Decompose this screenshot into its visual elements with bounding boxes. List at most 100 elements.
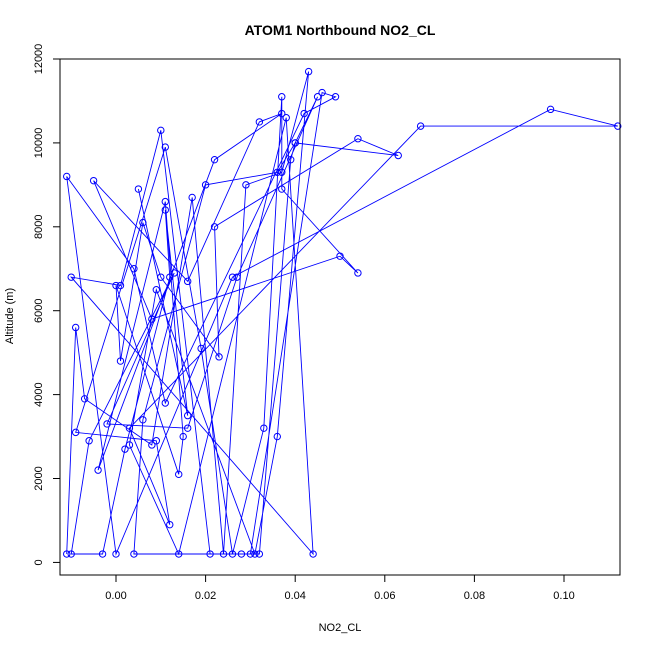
chart-title: ATOM1 Northbound NO2_CL [245,22,436,38]
data-point [121,445,129,453]
data-point [546,105,555,114]
data-point [273,168,281,176]
data-point [63,550,71,558]
data-point [67,273,75,281]
data-point [116,357,125,365]
data-point [152,286,161,294]
data-point [278,168,286,176]
data-point [134,185,143,193]
data-point [89,176,98,185]
data-point [71,428,80,437]
data-point [237,550,246,558]
data-point [161,197,169,206]
x-axis: 0.00 0.02 0.04 0.06 0.08 0.10 [105,574,575,602]
data-point [166,273,174,281]
data-point [85,437,93,445]
x-tick-label: 0.06 [374,590,395,602]
data-point [206,550,214,558]
y-tick-label: 8000 [33,215,45,239]
data-point [179,432,187,441]
data-point [125,441,134,449]
data-point [313,93,322,101]
data-point [197,344,205,353]
data-point [103,420,111,428]
data-point [157,273,165,281]
data-point [112,550,120,558]
data-point [139,416,147,424]
data-point [67,550,75,558]
data-point [130,550,138,558]
data-point [331,93,340,101]
y-tick-label: 0 [33,559,45,565]
data-point [278,109,286,118]
data-point [183,411,192,420]
y-tick-label: 10000 [33,128,45,159]
data-point [148,315,156,323]
data-point [71,323,80,332]
x-tick-label: 0.04 [284,590,305,602]
data-point [251,550,259,558]
data-point [152,437,161,445]
data-point [183,424,192,432]
data-point [170,269,178,277]
data-point [242,181,250,189]
series-layer [63,67,622,558]
data-point [125,424,134,432]
data-point [157,126,165,135]
data-point [175,470,183,479]
data-point [139,218,147,227]
data-point [246,550,255,558]
data-point [273,432,281,441]
data-point [112,281,120,290]
data-point [291,139,299,147]
data-point [260,424,268,432]
y-tick-label: 6000 [33,298,45,322]
data-point [354,269,362,277]
data-point [228,550,237,558]
data-point [278,185,286,193]
data-point [255,118,264,126]
data-point [416,122,425,130]
data-point [309,550,317,558]
data-point [278,93,286,101]
x-axis-label: NO2_CL [319,622,362,634]
x-tick-label: 0.02 [195,590,216,602]
data-point [318,88,326,97]
data-point [161,399,169,407]
data-point [287,155,295,164]
data-point [80,395,89,403]
data-point [175,550,183,558]
data-point [161,206,169,214]
data-point [166,520,174,529]
data-point [300,109,308,118]
y-tick-label: 2000 [33,466,45,490]
data-point [354,135,362,143]
data-point [255,550,264,558]
data-point [161,143,169,151]
data-point [614,122,622,130]
data-point [210,155,219,164]
data-point [201,181,210,189]
data-point [188,193,196,202]
data-point [183,277,192,286]
data-point [233,273,241,281]
data-point [94,466,102,474]
data-point [210,223,219,231]
y-tick-label: 4000 [33,382,45,406]
data-point [215,353,223,361]
x-tick-label: 0.10 [553,590,574,602]
x-tick-label: 0.00 [105,590,126,602]
y-axis: 0 2000 4000 6000 8000 10000 12000 [33,44,61,565]
data-point [304,67,313,76]
data-point [148,441,156,449]
data-point [228,273,237,281]
data-point [130,265,138,273]
data-point [394,151,402,160]
x-tick-label: 0.08 [464,590,485,602]
y-axis-label: Altitude (m) [4,288,16,344]
data-point [282,114,290,122]
data-point [219,550,228,558]
data-point [116,281,125,290]
